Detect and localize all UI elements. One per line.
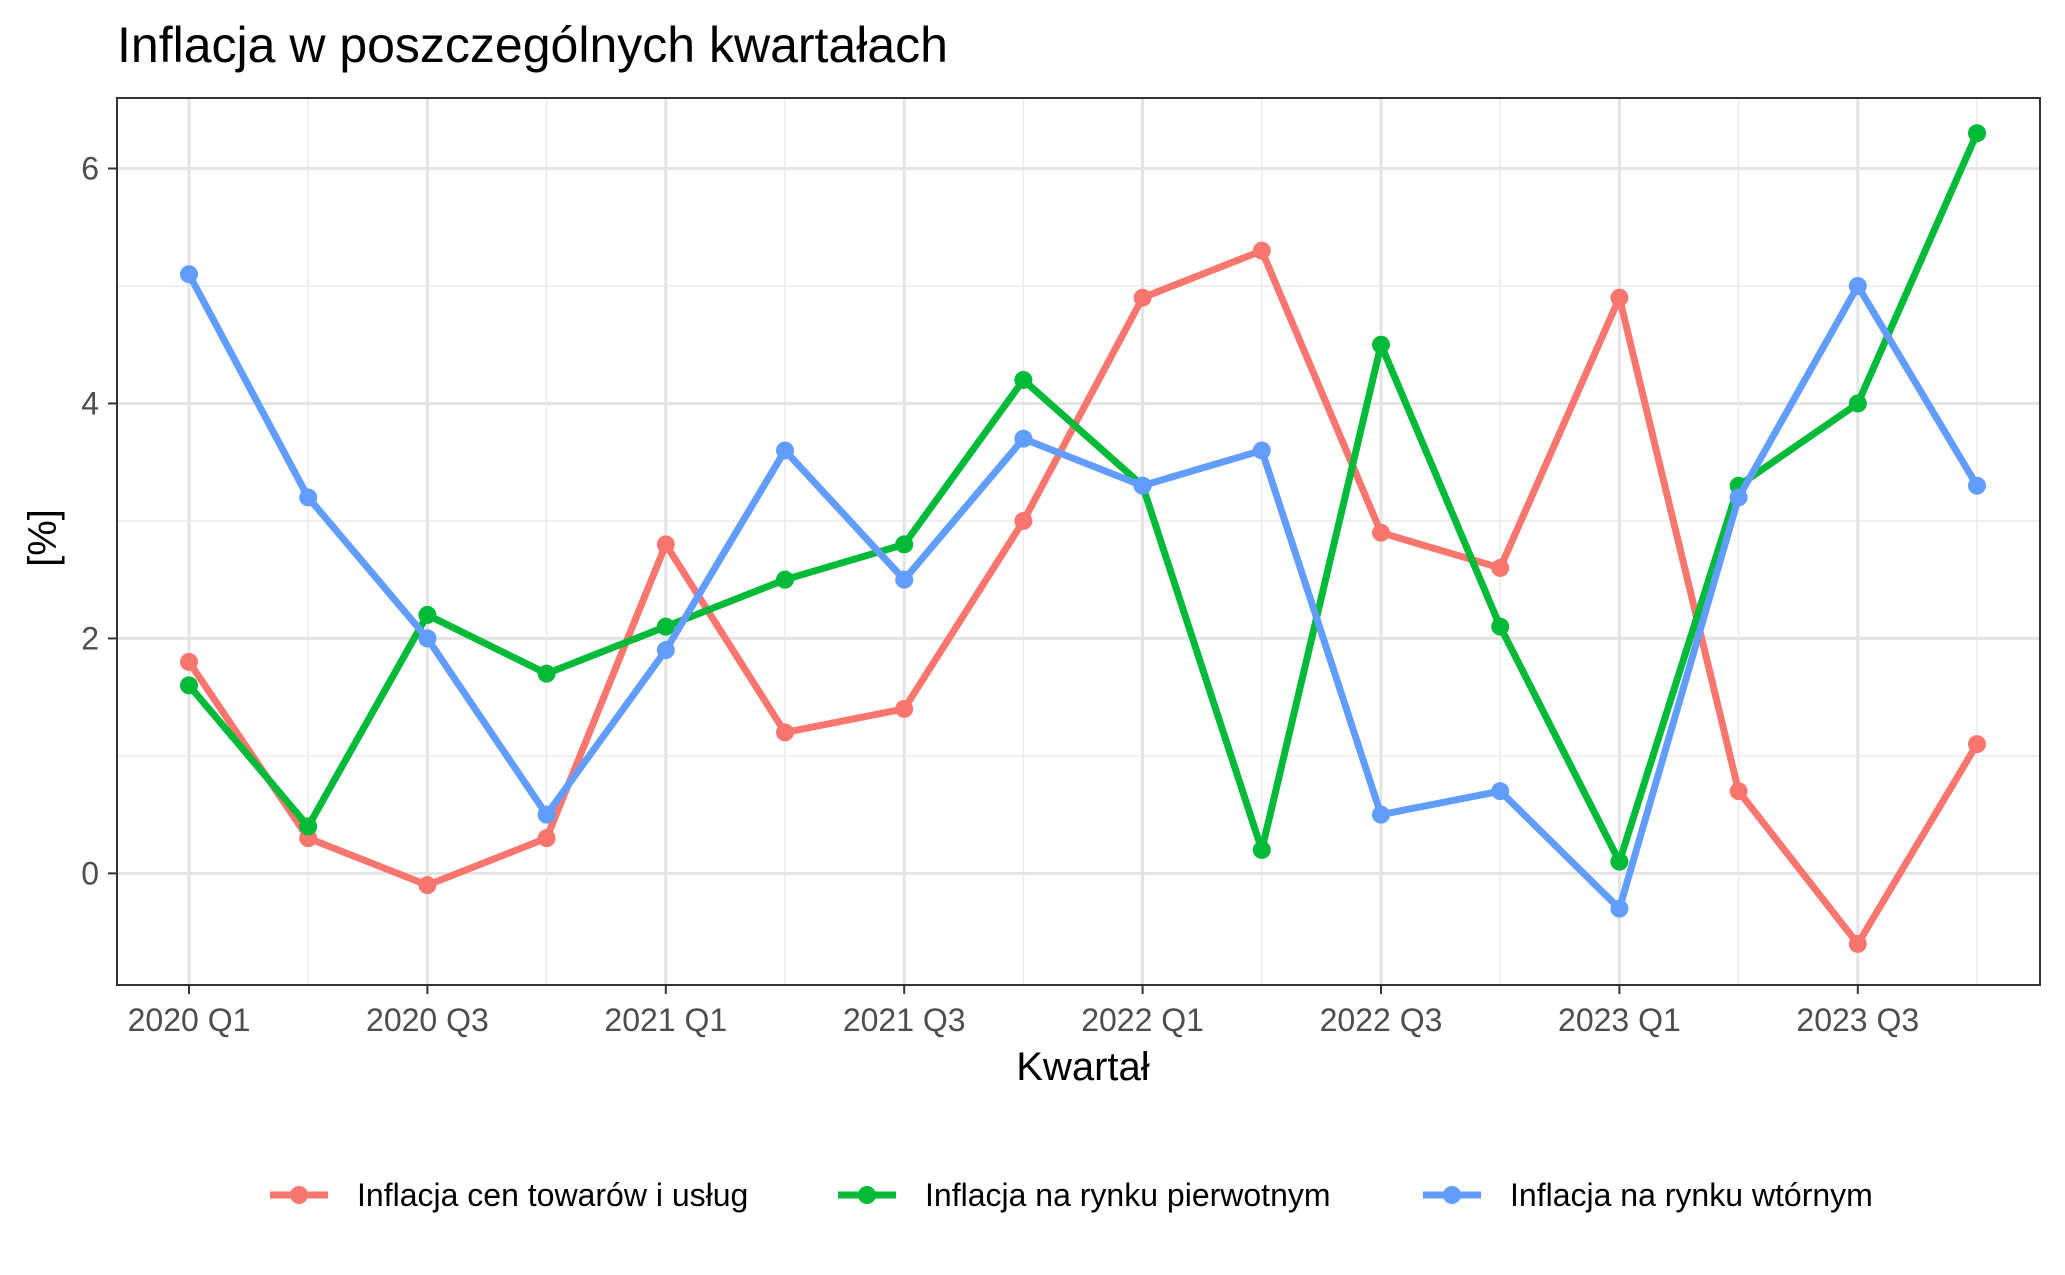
legend-label: Inflacja na rynku wtórnym xyxy=(1510,1177,1873,1213)
data-point xyxy=(1610,852,1629,871)
data-point xyxy=(776,441,794,460)
data-point xyxy=(1968,735,1986,754)
data-point xyxy=(1252,441,1271,460)
data-point xyxy=(656,641,675,660)
y-tick-label: 0 xyxy=(81,855,99,891)
data-point xyxy=(1848,276,1867,295)
data-point xyxy=(1491,782,1510,801)
data-point xyxy=(1252,840,1271,859)
series-line xyxy=(186,247,1981,948)
data-point xyxy=(1729,488,1748,507)
x-tick-label: 2022 Q1 xyxy=(1081,1002,1204,1038)
legend-item-2: Inflacja na rynku pierwotnym xyxy=(838,1177,1331,1213)
data-point xyxy=(1968,476,1986,495)
series-line xyxy=(185,272,1981,913)
data-point xyxy=(180,676,198,695)
data-point xyxy=(418,876,437,895)
x-tick-label: 2023 Q1 xyxy=(1558,1002,1681,1038)
legend-item-1: Inflacja cen towarów i usług xyxy=(270,1177,748,1213)
plot-panel-border xyxy=(116,97,2041,986)
data-point xyxy=(1014,429,1033,448)
gridlines xyxy=(117,98,2040,985)
data-point xyxy=(1372,335,1390,354)
data-point xyxy=(656,617,675,636)
data-point xyxy=(1968,124,1986,143)
x-axis-title: Kwartał xyxy=(1016,1045,1149,1089)
data-point xyxy=(299,488,318,507)
legend-key-point xyxy=(1443,1186,1461,1204)
chart-title: Inflacja w poszczególnych kwartałach xyxy=(117,17,948,73)
x-tick-label: 2023 Q3 xyxy=(1796,1002,1919,1038)
data-point xyxy=(1491,558,1510,577)
series-layer xyxy=(180,124,1986,953)
legend-key-point xyxy=(290,1186,308,1204)
legend-label: Inflacja cen towarów i usług xyxy=(357,1177,748,1213)
data-point xyxy=(895,535,914,554)
data-point xyxy=(299,817,318,836)
data-point xyxy=(1372,523,1390,542)
data-point xyxy=(776,570,794,589)
data-point xyxy=(537,664,556,683)
plot-background xyxy=(117,98,2040,985)
data-point xyxy=(1133,288,1152,307)
series-3 xyxy=(180,265,1986,918)
legend: Inflacja cen towarów i usług Inflacja na … xyxy=(270,1177,1873,1213)
legend-item-3: Inflacja na rynku wtórnym xyxy=(1423,1177,1873,1213)
y-tick-label: 2 xyxy=(81,620,99,656)
data-point xyxy=(895,699,914,718)
data-point xyxy=(895,570,914,589)
data-point xyxy=(1729,782,1748,801)
data-point xyxy=(1133,476,1152,495)
data-point xyxy=(180,652,198,671)
y-axis-title: [%] xyxy=(21,509,65,567)
data-point xyxy=(656,535,675,554)
data-point xyxy=(1610,899,1629,918)
data-point xyxy=(1252,241,1271,260)
y-tick-label: 6 xyxy=(81,150,99,186)
data-point xyxy=(180,265,198,284)
series-line xyxy=(186,131,1981,866)
y-tick-label: 4 xyxy=(81,385,99,421)
x-tick-label: 2022 Q3 xyxy=(1320,1002,1443,1038)
data-point xyxy=(1848,934,1867,953)
x-tick-label: 2021 Q1 xyxy=(604,1002,727,1038)
data-point xyxy=(418,629,437,648)
data-point xyxy=(537,805,556,824)
data-point xyxy=(776,723,794,742)
data-point xyxy=(537,829,556,848)
series-1 xyxy=(180,241,1986,953)
data-point xyxy=(1491,617,1510,636)
x-tick-label: 2020 Q1 xyxy=(128,1002,251,1038)
data-point xyxy=(1372,805,1390,824)
legend-label: Inflacja na rynku pierwotnym xyxy=(925,1177,1331,1213)
axes: 0 2 4 6 2020 Q1 2020 Q3 2021 Q1 2021 Q3 2022 Q1 2… xyxy=(81,150,1919,1038)
legend-key-point xyxy=(858,1186,876,1204)
x-tick-label: 2020 Q3 xyxy=(366,1002,489,1038)
data-point xyxy=(418,605,437,624)
data-point xyxy=(1848,394,1867,413)
data-point xyxy=(1014,511,1033,530)
data-point xyxy=(1610,288,1629,307)
x-tick-label: 2021 Q3 xyxy=(843,1002,966,1038)
data-point xyxy=(1014,370,1033,389)
